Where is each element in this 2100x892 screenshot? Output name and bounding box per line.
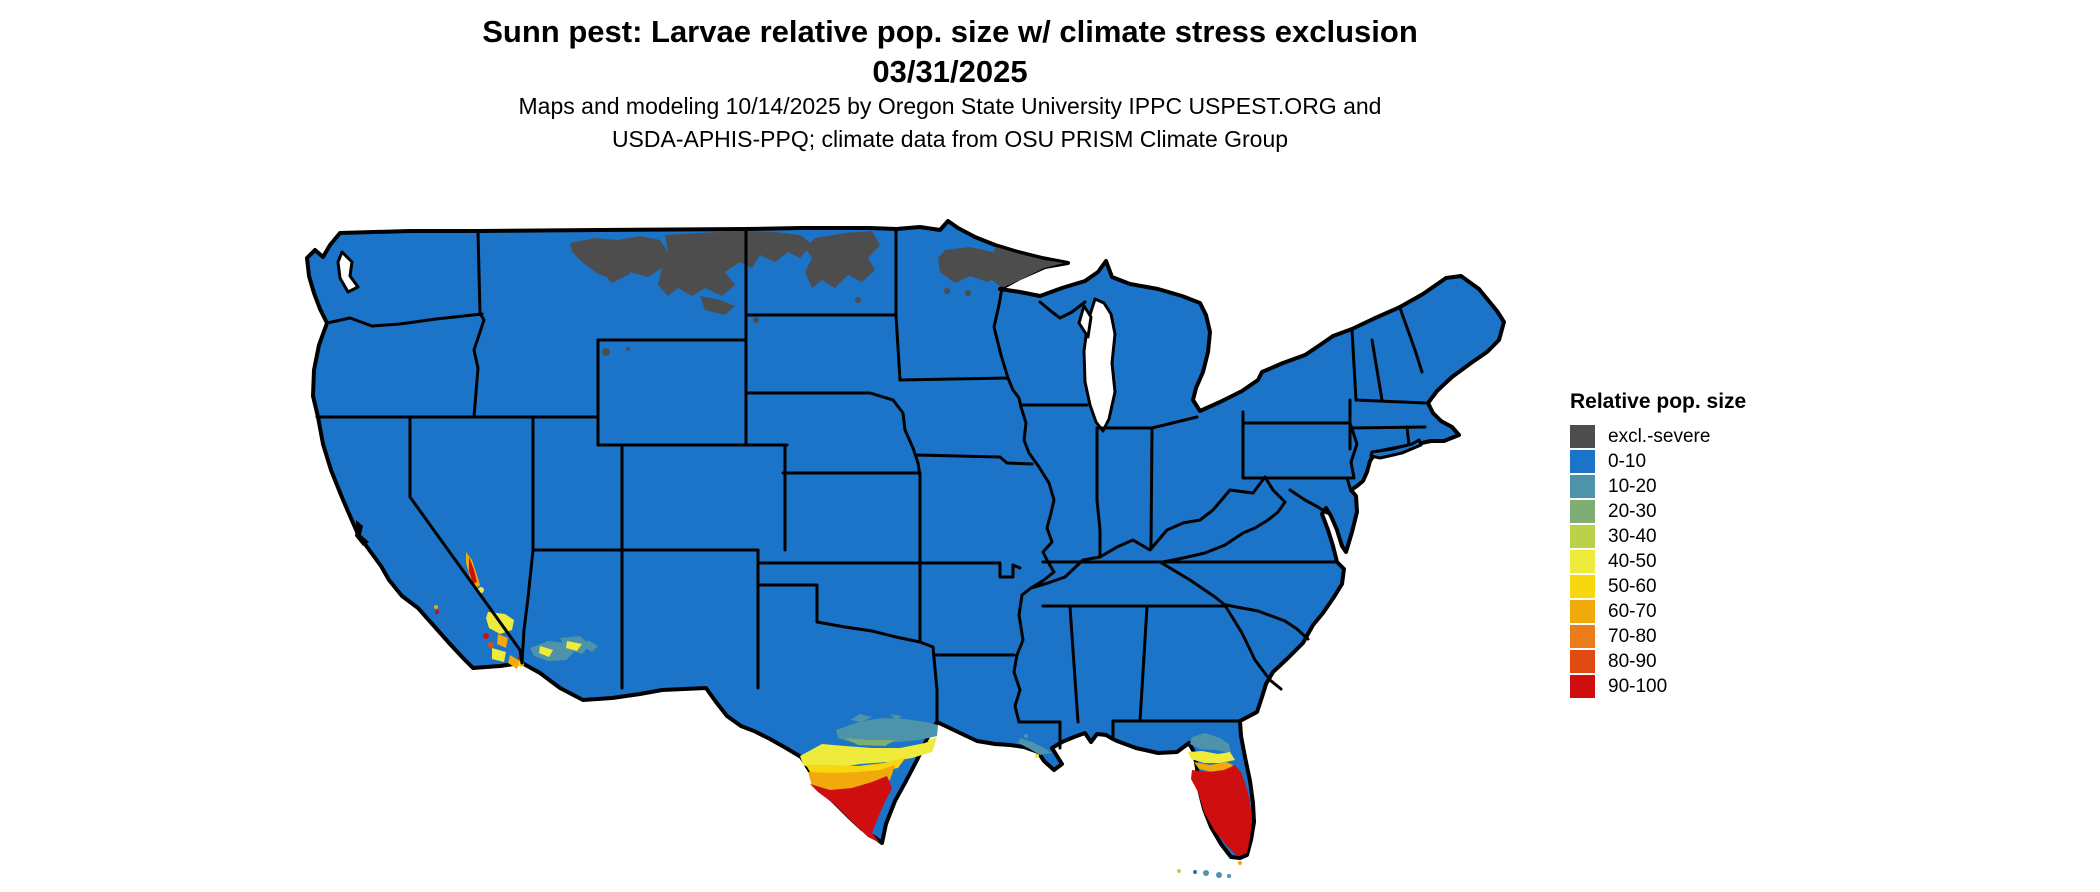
hotspot-louisiana-coast (1018, 734, 1052, 758)
legend-item-c0010: 0-10 (1570, 449, 1850, 474)
legend-item-label: 80-90 (1608, 650, 1657, 672)
legend-swatch-excl (1570, 425, 1595, 448)
legend-swatch-c1020 (1570, 475, 1595, 498)
legend-swatch-c4050 (1570, 550, 1595, 573)
legend-swatch-c6070 (1570, 600, 1595, 623)
exclusion-region-yellowstone (602, 347, 630, 356)
exclusion-region-northern-plains (570, 231, 1064, 323)
great-lakes (1077, 297, 1117, 433)
green-bay (1077, 304, 1093, 339)
legend-item-c6070: 60-70 (1570, 599, 1850, 624)
legend-item-label: 90-100 (1608, 675, 1668, 697)
legend-item-c7080: 70-80 (1570, 624, 1850, 649)
legend-item-c3040: 30-40 (1570, 524, 1850, 549)
legend-swatch-c0010 (1570, 450, 1595, 473)
nation-outline (305, 219, 1506, 860)
legend-item-c2030: 20-30 (1570, 499, 1850, 524)
legend-item-label: excl.-severe (1608, 425, 1711, 447)
puget-sound (336, 250, 360, 294)
chart-subtitle: Maps and modeling 10/14/2025 by Oregon S… (300, 90, 1600, 156)
chart-title-line1: Sunn pest: Larvae relative pop. size w/ … (482, 14, 1418, 49)
legend-item-c5060: 50-60 (1570, 574, 1850, 599)
chart-subtitle-line1: Maps and modeling 10/14/2025 by Oregon S… (518, 93, 1382, 119)
hotspot-socal-arizona (434, 552, 598, 669)
legend-item-label: 50-60 (1608, 575, 1657, 597)
legend-items: excl.-severe 0-10 10-20 20-30 30-40 40-50 50-6… (1570, 424, 1850, 699)
legend-item-label: 0-10 (1608, 450, 1647, 472)
san-francisco-bay (355, 520, 369, 546)
legend-title: Relative pop. size (1570, 390, 1747, 413)
legend-item-label: 40-50 (1608, 550, 1657, 572)
state-borders (315, 227, 1427, 750)
legend-swatch-c5060 (1570, 575, 1595, 598)
chart-title-date: 03/31/2025 (872, 54, 1028, 89)
legend-item-excl: excl.-severe (1570, 424, 1850, 449)
legend-item-c8090: 80-90 (1570, 649, 1850, 674)
legend-item-label: 30-40 (1608, 525, 1657, 547)
legend: Relative pop. size excl.-severe 0-10 10-20… (1570, 390, 1850, 699)
long-island (1369, 438, 1423, 460)
chart-title: Sunn pest: Larvae relative pop. size w/ … (300, 12, 1600, 92)
legend-item-label: 70-80 (1608, 625, 1657, 647)
legend-item-label: 60-70 (1608, 600, 1657, 622)
legend-swatch-c3040 (1570, 525, 1595, 548)
lake-michigan (1082, 297, 1117, 433)
chart-subtitle-line2: USDA-APHIS-PPQ; climate data from OSU PR… (611, 126, 1289, 152)
legend-item-c90100: 90-100 (1570, 674, 1850, 699)
legend-swatch-c7080 (1570, 625, 1595, 648)
legend-item-c1020: 10-20 (1570, 474, 1850, 499)
legend-item-label: 20-30 (1608, 500, 1657, 522)
legend-swatch-c8090 (1570, 650, 1595, 673)
hotspot-south-florida (1177, 733, 1252, 878)
legend-item-label: 10-20 (1608, 475, 1657, 497)
hotspot-south-texas (800, 714, 938, 843)
legend-swatch-c2030 (1570, 500, 1595, 523)
legend-swatch-c90100 (1570, 675, 1595, 698)
legend-item-c4050: 40-50 (1570, 549, 1850, 574)
